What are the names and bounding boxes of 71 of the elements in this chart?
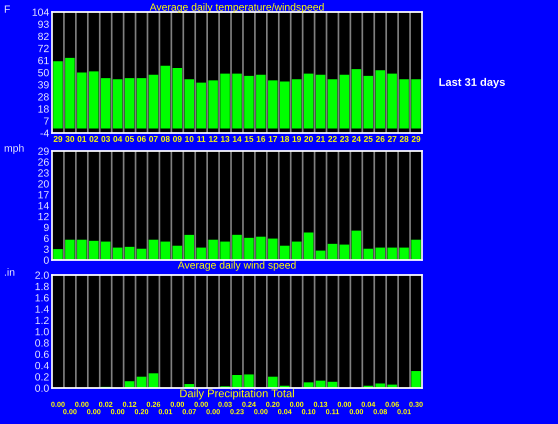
x-tick-label: 05	[125, 136, 134, 142]
x-tick-label: 03	[101, 136, 110, 142]
y-tick-label: 26	[38, 158, 49, 166]
y-tick-label: 1.6	[36, 294, 49, 302]
y-tick-label: 2.0	[35, 272, 49, 279]
x-tick-label: 28	[400, 136, 408, 142]
chart-title: Average daily temperature/windspeed	[150, 3, 324, 13]
y-tick-label: 1.0	[36, 328, 49, 336]
y-tick-label: 104	[32, 8, 49, 16]
y-tick-label: 0.2	[35, 373, 49, 381]
x-tick-label: 29	[412, 136, 420, 142]
y-axis-title: F	[4, 6, 10, 13]
x-tick-label: 02	[89, 136, 98, 142]
y-tick-label: 28	[38, 93, 49, 101]
text: Average daily wind speed	[178, 261, 296, 271]
y-tick-label: 9	[44, 224, 49, 232]
y-tick-label: 20	[38, 180, 49, 188]
y-tick-label: 0.6	[35, 350, 49, 358]
x-tick-label: 29	[54, 136, 62, 142]
x-tick-label: 07	[149, 136, 158, 142]
y-tick-label: 29	[38, 148, 49, 155]
x-tick-label: 20	[304, 136, 313, 142]
y-axis-title: mph	[4, 144, 24, 154]
y-tick-label: 0.0	[35, 384, 49, 392]
y-axis-title: .in	[4, 268, 14, 276]
y-tick-label: 23	[38, 169, 49, 177]
y-tick-label: 82	[38, 32, 49, 40]
x-tick-label: 17	[268, 136, 278, 142]
x-tick-label: 22	[328, 136, 337, 142]
x-tick-label: 30	[65, 136, 74, 142]
x-tick-label: 10	[185, 136, 194, 142]
y-tick-label: 61	[38, 56, 49, 64]
x-tick-label: 23	[340, 136, 349, 142]
x-tick-label: 13	[220, 136, 230, 142]
y-tick-label: 7	[44, 118, 49, 125]
y-tick-label: 1.4	[36, 306, 49, 313]
text: Daily Precipitation Total	[180, 389, 294, 400]
x-tick-label: 18	[280, 136, 290, 142]
x-tick-label: 01	[78, 136, 86, 142]
x-tick-label: 19	[292, 136, 302, 142]
x-tick-label: 27	[388, 136, 396, 142]
x-tick-label: 15	[244, 136, 254, 142]
y-tick-label: 50	[38, 69, 49, 76]
x-tick-label: 21	[316, 136, 325, 142]
x-tick-label: 11	[197, 136, 206, 142]
x-tick-label: 08	[161, 136, 170, 142]
y-tick-label: 17	[38, 191, 49, 198]
y-tick-label: 39	[38, 81, 49, 88]
x-tick-label: 06	[137, 136, 146, 142]
y-tick-label: 0.8	[35, 339, 49, 347]
y-tick-label: -4	[40, 130, 49, 137]
y-tick-label: 3	[44, 246, 49, 253]
y-tick-label: 1.2	[36, 316, 49, 324]
x-tick-label: 04	[113, 136, 122, 142]
x-tick-label: 09	[173, 136, 182, 142]
x-tick-label: 26	[376, 136, 385, 142]
y-tick-label: 18	[38, 105, 49, 113]
y-tick-label: 93	[38, 20, 49, 28]
y-tick-label: 0	[44, 256, 49, 264]
x-tick-label: 24	[352, 136, 361, 142]
x-tick-label: 14	[232, 136, 242, 142]
x-tick-label: 12	[209, 136, 218, 142]
y-tick-label: 72	[38, 44, 49, 52]
y-tick-label: 1.8	[36, 282, 49, 290]
x-tick-label: 16	[256, 136, 266, 142]
y-tick-label: 6	[44, 234, 49, 242]
x-tick-label: 25	[364, 136, 373, 142]
y-tick-label: 14	[38, 202, 49, 210]
y-tick-label: 12	[38, 212, 49, 220]
text: Last 31 days	[439, 78, 505, 88]
y-tick-label: 0.4	[35, 362, 49, 370]
